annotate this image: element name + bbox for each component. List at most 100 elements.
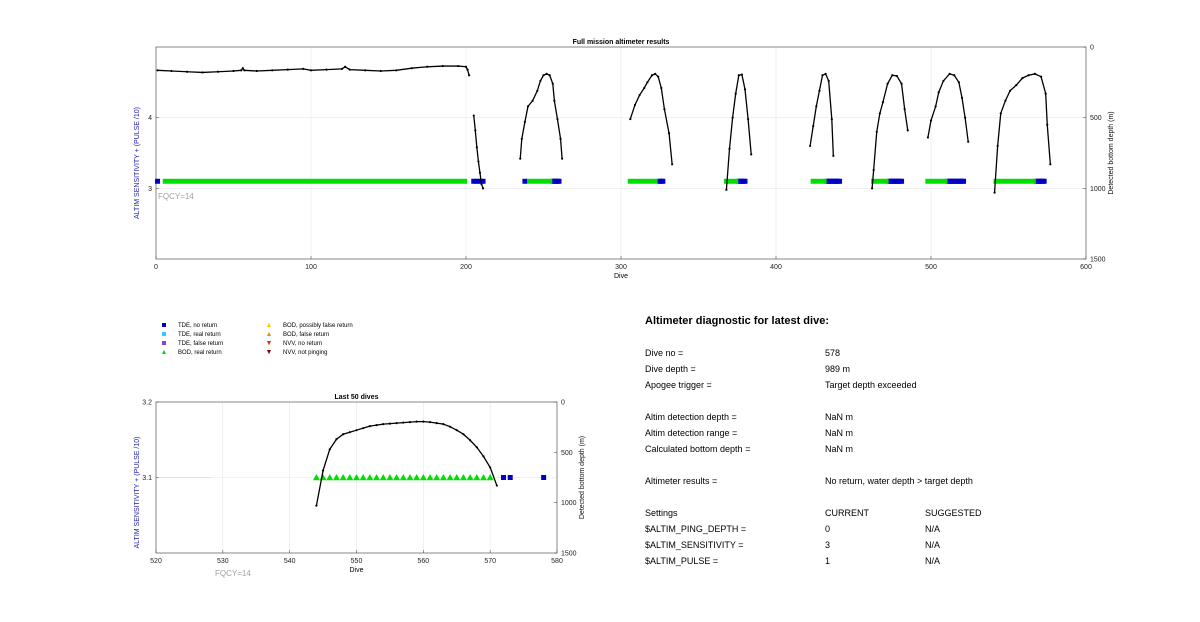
legend-item: ▼ NVV, no return (265, 340, 323, 348)
depth-line (927, 73, 969, 142)
depth-point (663, 108, 666, 111)
bod-real-return-marker (346, 474, 354, 481)
tde-no-return-marker (899, 178, 905, 184)
depth-point (895, 74, 899, 78)
legend-label: TDE, no return (178, 323, 218, 329)
y-tick-label: 3.2 (142, 400, 152, 407)
depth-line (473, 115, 484, 189)
diag-row-altimeter-results: Altimeter results = No return, water dep… (645, 476, 1165, 488)
bod-real-return-marker (379, 474, 387, 481)
bod-real-return-run (993, 178, 1036, 184)
legend-item: ▲ BOD, false return (265, 331, 330, 339)
depth-point (469, 439, 472, 442)
x-tick-label: 100 (305, 264, 317, 271)
legend: TDE, no return TDE, real return TDE, false… (160, 322, 420, 362)
setting-row-pulse: $ALTIM_PULSE = 1 N/A (645, 556, 1165, 568)
diag-value: 578 (825, 348, 841, 358)
depth-point (891, 74, 894, 77)
legend-square-icon (160, 340, 168, 348)
depth-point (481, 187, 485, 190)
y-axis-label: ALTIM SENSITIVITY + (PULSE /10) (134, 437, 141, 549)
bod-real-return-run (162, 178, 467, 184)
bod-real-return-run (810, 178, 827, 184)
tde-no-return-marker (477, 178, 483, 184)
bod-real-return-marker (479, 474, 487, 481)
tde-no-return-marker (480, 178, 486, 184)
depth-point (832, 154, 835, 157)
depth-point (531, 99, 534, 102)
bod-real-return-run (925, 178, 948, 184)
depth-point (660, 86, 663, 90)
depth-point (388, 422, 392, 425)
legend-label: NVV, no return (283, 341, 323, 347)
settings-header-suggested: SUGGESTED (925, 508, 982, 518)
depth-point (1015, 84, 1018, 87)
y2-tick-label: 1000 (561, 500, 577, 507)
depth-point (934, 105, 937, 108)
diag-row-bottom-depth: Calculated bottom depth = NaN m (645, 444, 1165, 456)
diag-label: Calculated bottom depth = (645, 444, 751, 454)
bod-real-return-run (871, 178, 889, 184)
bod-real-return-marker (339, 474, 347, 481)
depth-point (671, 163, 674, 166)
depth-point (818, 89, 821, 92)
depth-point (821, 74, 824, 77)
depth-point (646, 81, 649, 84)
x-tick-label: 520 (150, 558, 162, 565)
depth-point (232, 69, 235, 73)
depth-point (875, 130, 878, 133)
diag-row-dive-depth: Dive depth = 989 m (645, 364, 1165, 376)
tde-no-return-marker (1041, 178, 1047, 184)
depth-point (654, 72, 657, 75)
depth-point (734, 92, 737, 95)
depth-point (960, 96, 964, 99)
bod-real-return-marker (413, 474, 421, 481)
depth-point (542, 74, 545, 77)
depth-point (548, 74, 551, 77)
depth-point (526, 105, 530, 108)
diagnostic-title: Altimeter diagnostic for latest dive: (645, 315, 829, 327)
x-tick-label: 570 (484, 558, 496, 565)
y2-axis-label: Detected bottom depth (m) (1108, 111, 1115, 194)
legend-label: TDE, false return (178, 341, 224, 347)
chart-title: Last 50 dives (335, 394, 379, 401)
setting-suggested: N/A (925, 556, 941, 566)
depth-point (309, 69, 313, 72)
diagnostic-panel: Altimeter diagnostic for latest dive: Di… (645, 312, 1165, 612)
x-tick-label: 530 (217, 558, 229, 565)
depth-point (638, 93, 641, 97)
diag-value: NaN m (825, 444, 854, 454)
setting-label: $ALTIM_SENSITIVITY = (645, 540, 744, 550)
y2-tick-label: 0 (1090, 45, 1094, 52)
depth-point (468, 74, 471, 77)
depth-point (395, 422, 398, 425)
legend-label: BOD, possibly false return (283, 323, 353, 329)
depth-point (812, 125, 815, 128)
bod-real-return-run (723, 178, 739, 184)
setting-current: 1 (825, 556, 831, 566)
bod-real-return-marker (326, 474, 334, 481)
depth-line (315, 420, 498, 506)
x-axis-label: Dive (614, 273, 628, 280)
legend-square-swatch (162, 332, 166, 337)
bod-real-return-run (627, 178, 658, 184)
depth-point (993, 191, 996, 194)
tde-no-return-marker (474, 178, 480, 184)
depth-line (157, 65, 470, 76)
legend-square-swatch (162, 341, 166, 346)
legend-triangle-up-icon: ▲ (160, 349, 168, 356)
bod-real-return-marker (386, 474, 394, 481)
bod-real-return-marker (312, 474, 320, 481)
bod-real-return-marker (466, 474, 474, 481)
depth-point (929, 119, 933, 122)
depth-point (1046, 123, 1049, 126)
depth-point (731, 116, 734, 119)
depth-point (551, 82, 554, 85)
setting-label: $ALTIM_PULSE = (645, 556, 719, 566)
settings-header: Settings CURRENT SUGGESTED (645, 508, 1165, 520)
bod-real-return-marker (406, 474, 414, 481)
legend-item: ▼ NVV, not pinging (265, 349, 328, 357)
depth-point (824, 72, 827, 75)
bod-real-return-marker (399, 474, 407, 481)
